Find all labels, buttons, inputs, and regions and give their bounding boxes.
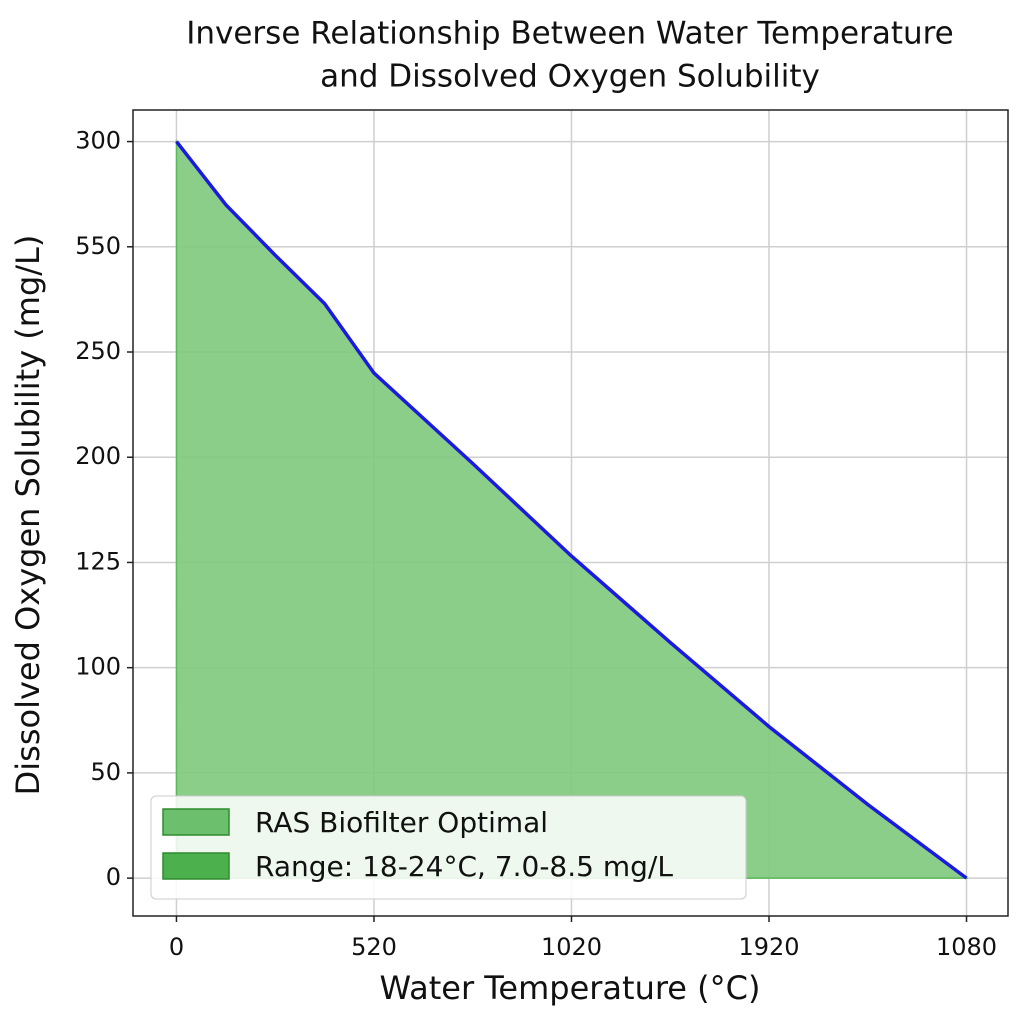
legend-swatch [162, 808, 230, 836]
chart-title: and Dissolved Oxygen Solubility [320, 59, 820, 95]
y-tick-label: 100 [75, 653, 121, 681]
y-tick-label: 50 [90, 758, 121, 786]
line [175, 140, 968, 880]
y-tick-label: 550 [75, 232, 121, 260]
x-tick-label: 1080 [936, 933, 997, 961]
x-tick-label: 1920 [738, 933, 799, 961]
x-axis-label: Water Temperature (°C) [380, 969, 761, 1007]
legend-swatch [162, 852, 230, 880]
y-tick-label: 250 [75, 337, 121, 365]
legend-label: Range: 18-24°C, 7.0-8.5 mg/L [255, 850, 673, 883]
plot-frame [132, 109, 1009, 917]
y-tick-label: 300 [75, 127, 121, 155]
y-tick-label: 125 [75, 547, 121, 575]
legend-label: RAS Biofilter Optimal [255, 806, 548, 839]
chart-title: Inverse Relationship Between Water Tempe… [186, 16, 954, 52]
x-tick-label: 1020 [541, 933, 602, 961]
y-tick-label: 0 [106, 863, 121, 891]
x-tick-label: 520 [351, 933, 397, 961]
y-tick-label: 200 [75, 442, 121, 470]
legend-box [150, 795, 747, 900]
x-tick-label: 0 [169, 933, 184, 961]
y-axis-label: Dissolved Oxygen Solubility (mg/L) [9, 235, 47, 796]
